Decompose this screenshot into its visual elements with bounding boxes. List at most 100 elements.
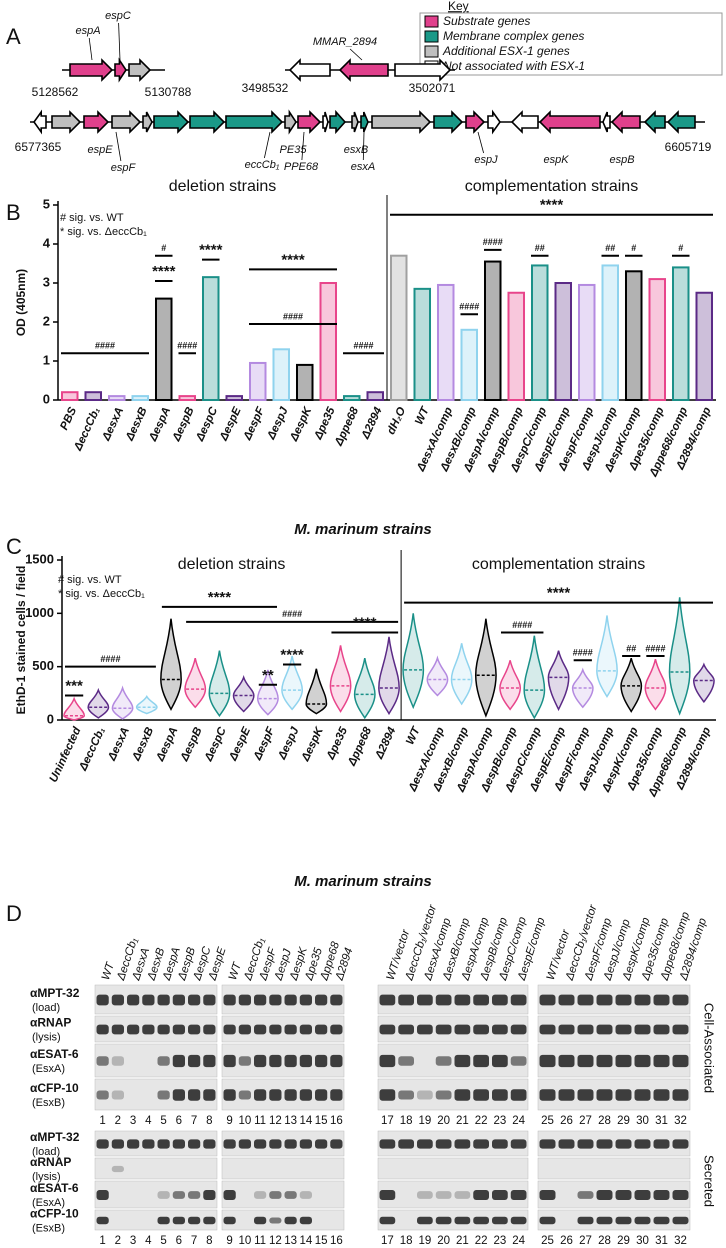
- blot-band: [615, 1216, 632, 1225]
- blot-band: [315, 1054, 328, 1068]
- bar: [319, 282, 338, 401]
- y-tick-label: 4: [43, 235, 51, 250]
- blot-band: [454, 1089, 471, 1101]
- blot-band: [510, 1056, 527, 1066]
- blot-band: [558, 1139, 575, 1149]
- sig-label: ****: [281, 251, 305, 268]
- bar: [84, 391, 103, 402]
- gene-arrow: [433, 110, 464, 134]
- antibody-label: αMPT-32: [30, 986, 80, 1000]
- gene-label: espJ: [474, 154, 498, 166]
- sig-label: ****: [280, 647, 304, 664]
- blot-band: [672, 1139, 689, 1149]
- blot-band: [269, 1191, 282, 1199]
- blot-band: [330, 994, 343, 1006]
- blot-band: [435, 1024, 452, 1035]
- blot-band: [492, 1189, 508, 1201]
- lane-number: 8: [206, 1235, 212, 1247]
- blot-band: [223, 1089, 236, 1101]
- blot-band: [653, 1024, 670, 1035]
- blot-band: [254, 1216, 267, 1225]
- x-tick-label: Δ2894: [359, 405, 385, 442]
- gene-label: espB: [609, 154, 634, 166]
- blot-band: [315, 1139, 328, 1149]
- sig-label: ####: [353, 341, 373, 351]
- gene-arrow: [329, 109, 347, 135]
- blot-band: [473, 1139, 489, 1149]
- x-tick-label: Δpe35: [324, 725, 350, 762]
- lane-number: 30: [636, 1115, 649, 1127]
- blot-strip: [537, 1209, 691, 1231]
- blot-band: [172, 1024, 185, 1035]
- blot-band: [454, 1139, 471, 1149]
- sig-label: ##: [605, 243, 615, 253]
- violin: [596, 615, 618, 698]
- blot-band: [596, 1054, 613, 1068]
- blot-band: [615, 994, 632, 1006]
- lane-number: 23: [493, 1115, 506, 1127]
- legend-note: * sig. vs. ΔeccCb₁: [60, 226, 147, 238]
- lane-number: 21: [456, 1235, 469, 1247]
- antibody-note: (lysis): [32, 1031, 61, 1043]
- blot-band: [454, 1024, 471, 1035]
- violin: [547, 650, 570, 712]
- blot-band: [672, 1189, 689, 1201]
- blot-band: [634, 1024, 651, 1035]
- blot-band: [435, 1191, 452, 1199]
- section-label: Cell-Associated: [702, 1003, 717, 1093]
- x-tick-label: Δppe68: [346, 725, 375, 769]
- antibody-note: (load): [32, 1002, 60, 1014]
- blot-band: [473, 1054, 489, 1068]
- blot-strip: [537, 1180, 691, 1209]
- gene-arrow: [666, 110, 696, 134]
- blot-band: [188, 1139, 201, 1149]
- blot-band: [299, 1089, 312, 1101]
- gene-arrow: [288, 58, 331, 82]
- blot-band: [269, 1139, 282, 1149]
- blot-band: [672, 994, 689, 1006]
- sig-label: ***: [65, 677, 83, 694]
- blot-band: [653, 1139, 670, 1149]
- blot-band: [454, 1191, 471, 1199]
- lane-number: 26: [560, 1235, 573, 1247]
- antibody-note: (EsxA): [32, 1197, 65, 1209]
- lane-number: 17: [381, 1235, 394, 1247]
- bar: [272, 348, 291, 401]
- blot-band: [330, 1054, 343, 1068]
- blot-band: [284, 1024, 297, 1035]
- blot-band: [203, 1216, 216, 1225]
- bar: [460, 328, 479, 401]
- gene-arrow: [114, 57, 127, 83]
- lane-number: 16: [330, 1115, 343, 1127]
- blot-band: [672, 1216, 689, 1225]
- lane-number: 5: [160, 1115, 166, 1127]
- locus-end: 6605719: [665, 140, 712, 154]
- lane-number: 1: [99, 1115, 105, 1127]
- lane-number: 32: [674, 1115, 687, 1127]
- blot-band: [269, 1024, 282, 1035]
- gene-leader: [118, 22, 121, 61]
- blot-band: [539, 1054, 556, 1068]
- blot-strip: [377, 1157, 529, 1180]
- key-label: Membrane complex genes: [443, 29, 584, 43]
- x-tick-label: WT: [404, 725, 423, 747]
- blot-band: [127, 994, 140, 1006]
- antibody-label: αCFP-10: [30, 1081, 79, 1095]
- blot-band: [96, 994, 109, 1006]
- blot-band: [284, 1089, 297, 1101]
- blot-band: [299, 1191, 312, 1199]
- x-tick-label: Δ2894: [373, 725, 399, 762]
- blot-band: [653, 994, 670, 1006]
- blot-strip: [221, 1180, 345, 1209]
- gene-arrow: [69, 58, 114, 82]
- bar: [131, 395, 150, 402]
- lane-number: 8: [206, 1115, 212, 1127]
- gene-arrow: [351, 111, 359, 133]
- x-tick-label: ΔespF: [251, 725, 277, 763]
- gene-leader: [115, 131, 122, 162]
- blot-band: [157, 1090, 170, 1100]
- blot-band: [398, 994, 414, 1006]
- violin: [208, 650, 231, 718]
- blot-band: [435, 1090, 452, 1100]
- sig-label: ####: [282, 609, 302, 619]
